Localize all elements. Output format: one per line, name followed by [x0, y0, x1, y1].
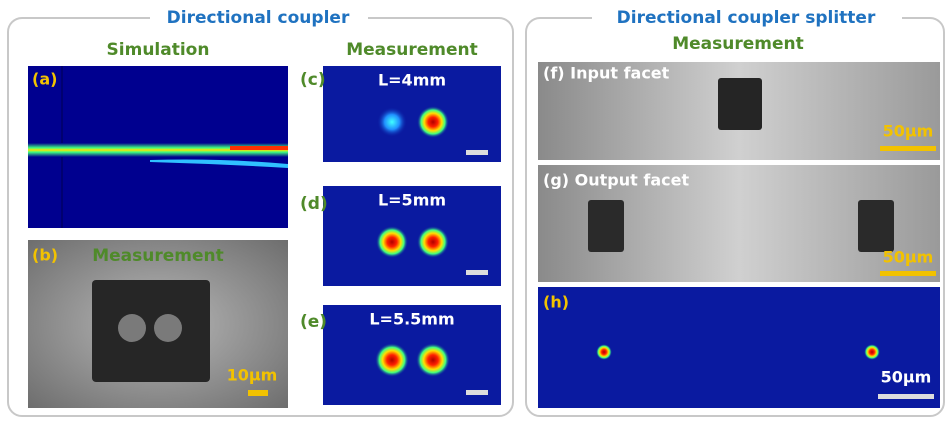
- panel-label: (c): [300, 70, 326, 90]
- group-title: Directional coupler: [167, 8, 350, 28]
- panel-label: (b): [32, 246, 58, 265]
- mode-spot: [596, 344, 612, 360]
- heading: Simulation: [107, 40, 210, 60]
- mode-spot: [416, 343, 450, 377]
- waveguide: [92, 280, 210, 382]
- core: [118, 314, 146, 342]
- panel-label: (f) Input facet: [543, 64, 670, 83]
- mode-spot: [377, 107, 407, 137]
- panel-label: (h): [543, 293, 569, 312]
- scale-bar: [878, 394, 934, 399]
- waveguide: [858, 200, 894, 252]
- mode-spot: [864, 344, 880, 360]
- mode-spot: [417, 106, 449, 138]
- panel-label: (d): [300, 194, 328, 214]
- panel-d: (d) L=5mm: [300, 186, 501, 286]
- heading: Measurement: [346, 40, 478, 60]
- beam: [230, 146, 288, 150]
- mode-spot: [375, 343, 409, 377]
- scale-bar: [466, 150, 488, 155]
- panel-label: (e): [300, 312, 327, 332]
- length-label: L=4mm: [378, 71, 446, 90]
- core: [154, 314, 182, 342]
- scale-bar: [466, 390, 488, 395]
- figure: Directional coupler Simulation Measureme…: [0, 0, 950, 421]
- scale-bar: [466, 270, 488, 275]
- panel-e: (e) L=5.5mm: [300, 305, 501, 405]
- group-title: Directional coupler splitter: [617, 8, 876, 28]
- length-label: L=5.5mm: [369, 310, 454, 329]
- scale-label: 50µm: [883, 248, 934, 267]
- length-label: L=5mm: [378, 191, 446, 210]
- scale-bar: [880, 271, 936, 276]
- scale-label: 50µm: [881, 368, 932, 387]
- panel-label: (g) Output facet: [543, 171, 689, 190]
- caption: Measurement: [92, 246, 224, 266]
- waveguide: [718, 78, 762, 130]
- mode-spot: [417, 226, 449, 258]
- scale-bar: [880, 146, 936, 151]
- mode-spot: [376, 226, 408, 258]
- scale-bar: [248, 390, 268, 396]
- panel-label: (a): [32, 70, 57, 89]
- waveguide: [588, 200, 624, 252]
- heading: Measurement: [672, 34, 804, 54]
- scale-label: 50µm: [883, 122, 934, 141]
- scale-label: 10µm: [227, 366, 278, 385]
- panel-c: (c) L=4mm: [300, 66, 501, 162]
